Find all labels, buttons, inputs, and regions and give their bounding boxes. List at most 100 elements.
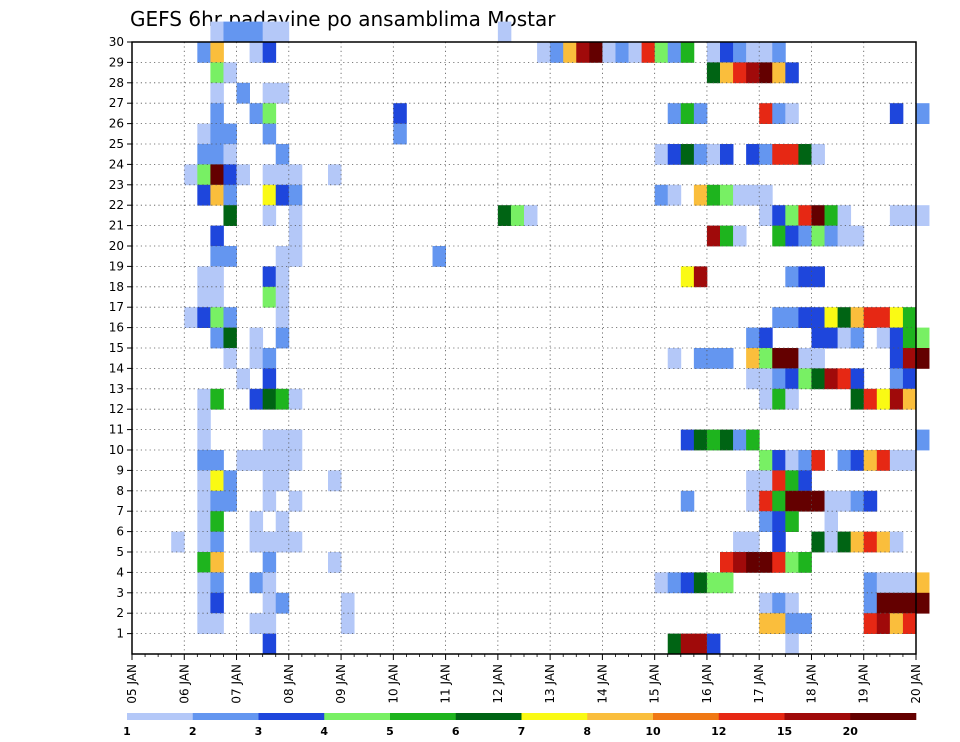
heatmap-cell xyxy=(889,613,904,634)
x-tick-label: 13 JAN xyxy=(543,664,557,704)
heatmap-cell xyxy=(746,470,760,492)
heatmap-cell xyxy=(197,266,211,288)
heatmap-cell xyxy=(328,470,342,492)
y-tick-label: 19 xyxy=(109,259,124,273)
heatmap-cell xyxy=(733,184,747,206)
heatmap-cell xyxy=(746,368,760,390)
y-tick-label: 30 xyxy=(109,35,124,49)
heatmap-cell xyxy=(824,327,838,349)
heatmap-cell xyxy=(706,144,721,165)
heatmap-cell xyxy=(916,592,930,614)
x-tick-label: 14 JAN xyxy=(595,664,609,704)
heatmap-cell xyxy=(759,348,773,369)
heatmap-cell xyxy=(275,21,290,43)
heatmap-cell xyxy=(889,307,904,328)
heatmap-cell xyxy=(902,450,917,471)
heatmap-cell xyxy=(759,490,773,512)
heatmap-cell xyxy=(249,450,264,471)
heatmap-cell xyxy=(837,368,852,390)
heatmap-cell xyxy=(223,348,237,369)
heatmap-cell xyxy=(236,21,250,43)
heatmap-cell xyxy=(798,470,812,492)
heatmap-cell xyxy=(275,82,290,104)
heatmap-cell xyxy=(785,225,799,247)
heatmap-cell xyxy=(197,388,211,410)
heatmap-cell xyxy=(759,368,773,390)
y-tick-label: 3 xyxy=(116,586,124,600)
y-tick-label: 18 xyxy=(109,280,124,294)
heatmap-cell xyxy=(497,205,512,226)
heatmap-cell xyxy=(889,368,904,390)
colorbar-swatch xyxy=(324,713,391,720)
x-tick-label: 05 JAN xyxy=(125,664,139,704)
y-tick-label: 27 xyxy=(109,96,124,110)
heatmap-cell xyxy=(863,531,878,553)
heatmap-cell xyxy=(759,450,773,471)
heatmap-cell xyxy=(772,490,786,512)
heatmap-cell xyxy=(733,62,747,84)
heatmap-cell xyxy=(889,531,904,553)
heatmap-cell xyxy=(889,388,904,410)
heatmap-cell xyxy=(184,307,198,328)
heatmap-cell xyxy=(223,470,237,492)
colorbar-label: 12 xyxy=(711,725,726,738)
heatmap-cell xyxy=(785,633,799,655)
heatmap-cell xyxy=(863,613,878,634)
heatmap-cell xyxy=(288,490,303,512)
y-tick-label: 15 xyxy=(109,341,124,355)
heatmap-cell xyxy=(746,348,760,369)
colorbar-label: 15 xyxy=(777,725,792,738)
heatmap-cell xyxy=(680,42,695,63)
heatmap-cell xyxy=(236,164,250,186)
heatmap-cell xyxy=(876,307,891,328)
heatmap-cell xyxy=(863,592,878,614)
heatmap-cell xyxy=(889,592,904,614)
y-tick-label: 7 xyxy=(116,504,124,518)
heatmap-cell xyxy=(262,286,277,308)
grid-lines xyxy=(132,41,916,654)
heatmap-cell xyxy=(249,42,264,63)
heatmap-cell xyxy=(876,592,891,614)
heatmap-cell xyxy=(667,42,682,63)
heatmap-cell xyxy=(197,552,211,573)
heatmap-cell xyxy=(510,205,525,226)
heatmap-cell xyxy=(262,82,277,104)
heatmap-cell xyxy=(197,490,211,512)
heatmap-cell xyxy=(798,450,812,471)
x-tick-label: 16 JAN xyxy=(700,664,714,704)
colorbar-swatch xyxy=(784,713,851,720)
heatmap-cell xyxy=(759,42,773,63)
heatmap-cell xyxy=(772,592,786,614)
colorbar-label: 1 xyxy=(123,725,131,738)
heatmap-cell xyxy=(824,225,838,247)
heatmap-cell xyxy=(693,266,708,288)
heatmap-cell xyxy=(824,307,838,328)
heatmap-cell xyxy=(733,531,747,553)
colorbar-label: 3 xyxy=(255,725,263,738)
heatmap-cell xyxy=(785,307,799,328)
heatmap-cell xyxy=(837,450,852,471)
heatmap-cell xyxy=(785,490,799,512)
heatmap-cell xyxy=(785,103,799,124)
heatmap-cell xyxy=(197,531,211,553)
y-tick-label: 9 xyxy=(116,463,124,477)
heatmap-cell xyxy=(798,348,812,369)
heatmap-cell xyxy=(210,42,224,63)
heatmap-cell xyxy=(759,470,773,492)
heatmap-cell xyxy=(262,184,277,206)
heatmap-cell xyxy=(693,103,708,124)
heatmap-cell xyxy=(693,184,708,206)
colorbar-label: 7 xyxy=(518,725,526,738)
heatmap-cell xyxy=(706,572,721,594)
heatmap-cell xyxy=(288,184,303,206)
x-axis-tick-labels: 05 JAN 06 JAN 07 JAN 08 JAN 09 JAN 10 JAN 11 J… xyxy=(125,664,923,704)
heatmap-cell xyxy=(249,103,264,124)
heatmap-cell xyxy=(772,42,786,63)
heatmap-cell xyxy=(275,164,290,186)
colorbar-swatch xyxy=(653,713,720,720)
heatmap-cell xyxy=(197,307,211,328)
heatmap-cell xyxy=(275,266,290,288)
colorbar-label: 4 xyxy=(320,725,328,738)
heatmap-cell xyxy=(798,144,812,165)
heatmap-cell xyxy=(798,368,812,390)
